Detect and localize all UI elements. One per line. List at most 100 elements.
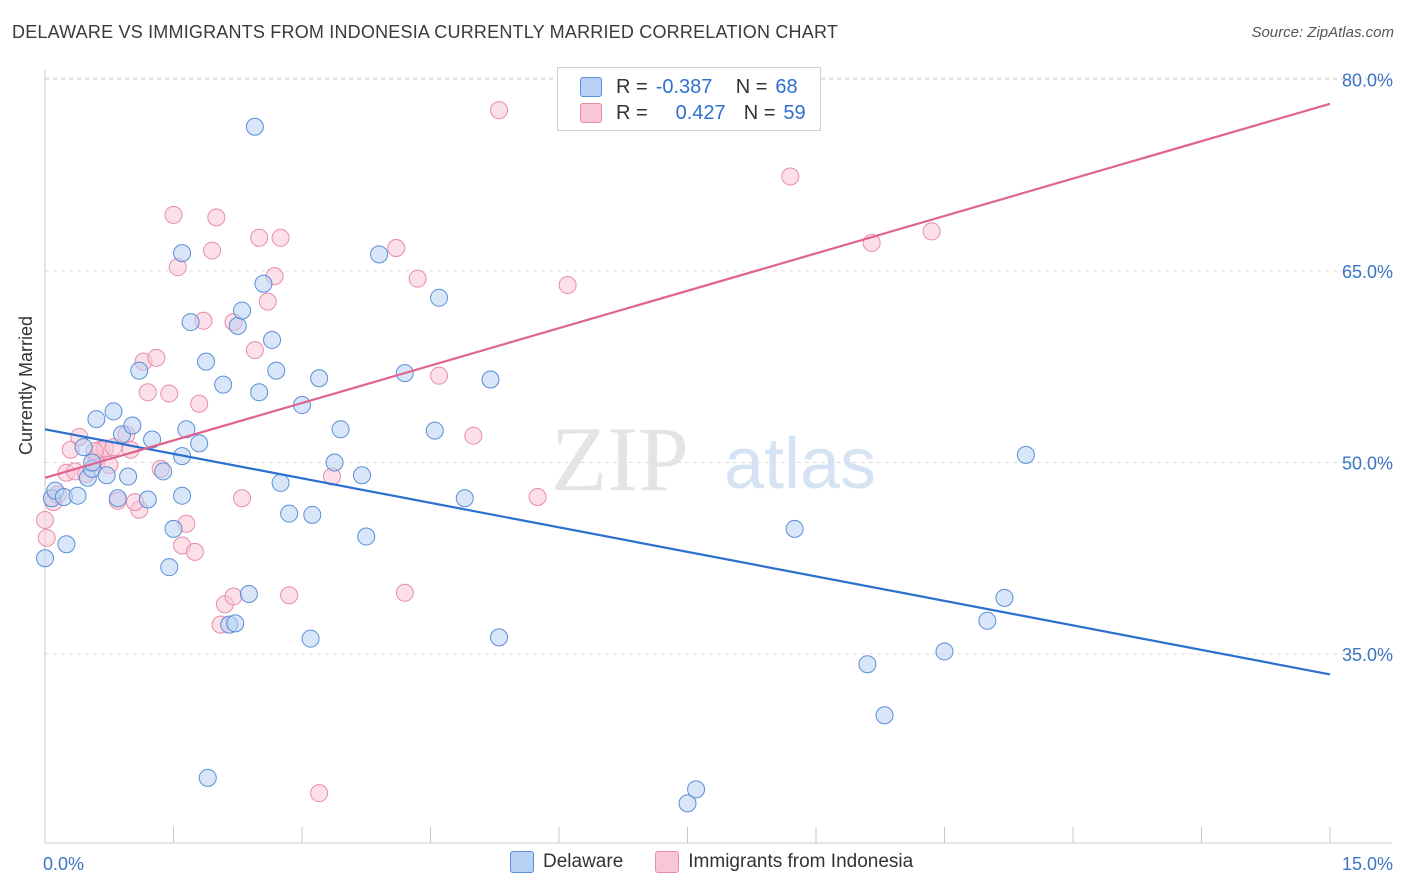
indonesia-point: [387, 239, 406, 258]
indonesia-point: [395, 583, 414, 602]
delaware-point: [190, 434, 209, 453]
indonesia-point: [258, 292, 277, 311]
y-tick-label: 80.0%: [1342, 71, 1393, 91]
indonesia-point: [224, 587, 243, 606]
indonesia-point: [528, 487, 547, 506]
indonesia-point: [280, 586, 299, 605]
delaware-point: [250, 383, 269, 402]
delaware-point: [978, 611, 997, 630]
delaware-point: [130, 361, 149, 380]
delaware-point: [430, 288, 449, 307]
legend-row-indonesia: R = 0.427 N = 59: [580, 101, 806, 125]
delaware-point: [271, 473, 290, 492]
indonesia-point: [207, 208, 226, 227]
delaware-point: [154, 462, 173, 481]
delaware-point: [104, 402, 123, 421]
delaware-point: [310, 369, 329, 388]
delaware-point: [490, 628, 509, 647]
legend-n-value: 68: [775, 75, 798, 98]
delaware-point: [481, 370, 500, 389]
delaware-point: [181, 313, 200, 332]
indonesia-point: [271, 228, 290, 247]
indonesia-point: [185, 542, 204, 561]
delaware-point: [143, 430, 162, 449]
x-tick-label-min: 0.0%: [43, 854, 84, 874]
delaware-point: [198, 768, 217, 787]
indonesia-point: [245, 341, 264, 360]
legend-r-value: 0.427: [675, 101, 726, 124]
delaware-point: [197, 352, 216, 371]
legend-r-label: R =: [616, 75, 648, 98]
indonesia-trend-line: [44, 102, 1331, 479]
delaware-point: [68, 486, 87, 505]
tick-labels: 35.0% 50.0% 65.0% 80.0% 0.0% 15.0%: [43, 71, 1393, 875]
delaware-point: [97, 466, 116, 485]
delaware-point: [280, 504, 299, 523]
delaware-point: [245, 117, 264, 136]
delaware-point: [785, 519, 804, 538]
legend-n-label: N =: [743, 101, 776, 124]
legend-r-value: -0.387: [655, 75, 713, 98]
delaware-point: [357, 527, 376, 546]
delaware-point: [935, 642, 954, 661]
watermark: ZIP atlas: [551, 408, 876, 510]
delaware-point: [173, 244, 192, 263]
indonesia-point: [250, 228, 269, 247]
indonesia-point: [160, 384, 179, 403]
indonesia-point: [408, 269, 427, 288]
legend-label-indonesia: Immigrants from Indonesia: [688, 851, 914, 872]
delaware-point: [254, 274, 273, 293]
delaware-point: [119, 467, 138, 486]
series-legend: Delaware Immigrants from Indonesia: [510, 851, 913, 873]
indonesia-point: [37, 528, 56, 547]
legend-n-value: 59: [783, 101, 806, 124]
indonesia-point: [147, 348, 166, 367]
delaware-point: [123, 416, 142, 435]
legend-swatch-delaware: [580, 77, 602, 97]
legend-r-label: R =: [616, 101, 648, 124]
delaware-point: [858, 655, 877, 674]
legend-row-delaware: R = -0.387 N = 68: [580, 75, 798, 99]
delaware-point: [239, 584, 258, 603]
indonesia-point: [233, 489, 252, 508]
delaware-point: [331, 420, 350, 439]
delaware-point: [74, 438, 93, 457]
delaware-point: [425, 421, 444, 440]
legend-label-delaware: Delaware: [543, 851, 624, 872]
delaware-points: [36, 117, 1035, 813]
indonesia-point: [922, 222, 941, 241]
delaware-point: [214, 375, 233, 394]
delaware-point: [687, 780, 706, 799]
trend-lines: [44, 102, 1331, 676]
indonesia-point: [464, 426, 483, 445]
delaware-point: [138, 490, 157, 509]
delaware-point: [303, 505, 322, 524]
indonesia-point: [164, 205, 183, 224]
indonesia-point: [558, 276, 577, 295]
indonesia-point: [203, 241, 222, 260]
delaware-point: [233, 301, 252, 320]
axes: [44, 70, 1392, 844]
delaware-point: [267, 361, 286, 380]
gridlines: [45, 77, 1392, 655]
indonesia-point: [190, 394, 209, 413]
source-label: Source: ZipAtlas.com: [1251, 24, 1394, 41]
delaware-point: [352, 466, 371, 485]
indonesia-point: [36, 510, 54, 529]
watermark-zip: ZIP: [551, 408, 689, 510]
delaware-point: [228, 316, 247, 335]
legend-swatch-indonesia: [580, 103, 602, 123]
indonesia-point: [310, 784, 329, 803]
delaware-point: [678, 794, 697, 813]
delaware-point: [36, 549, 54, 568]
delaware-point: [226, 614, 245, 633]
y-tick-label: 35.0%: [1342, 645, 1393, 665]
correlation-legend: R = -0.387 N = 68 R = 0.427 N = 59: [557, 67, 821, 131]
delaware-point: [160, 558, 179, 577]
indonesia-point: [781, 167, 800, 186]
delaware-point: [875, 706, 894, 725]
watermark-atlas: atlas: [724, 424, 876, 504]
delaware-point: [370, 245, 389, 264]
delaware-point: [263, 330, 282, 349]
delaware-point: [995, 588, 1014, 607]
